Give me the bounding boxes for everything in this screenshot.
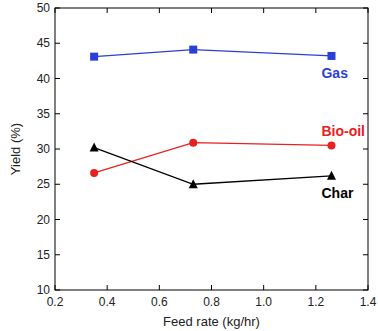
x-tick-label: 0.8: [203, 295, 220, 309]
x-tick-top: [55, 8, 56, 13]
series-label: Char: [321, 185, 353, 201]
x-tick: [159, 285, 160, 290]
y-tick: [55, 8, 60, 9]
y-tick-right: [363, 43, 368, 44]
y-tick-right: [363, 113, 368, 114]
x-tick-top: [263, 8, 264, 13]
marker: [189, 46, 197, 54]
y-tick-label: 40: [37, 72, 51, 86]
y-axis-label: Yield (%): [8, 123, 23, 175]
y-tick: [55, 113, 60, 114]
x-tick-top: [368, 8, 369, 13]
x-tick-label: 1.2: [307, 295, 324, 309]
marker: [90, 169, 98, 177]
series-label: Gas: [321, 65, 348, 81]
series-line: [94, 148, 331, 185]
y-tick: [55, 43, 60, 44]
y-tick: [55, 149, 60, 150]
y-tick: [55, 219, 60, 220]
y-tick: [55, 290, 60, 291]
x-axis-label: Feed rate (kg/hr): [163, 314, 260, 329]
plot-area: [90, 46, 336, 189]
series-label: Bio-oil: [321, 123, 365, 139]
x-tick: [211, 285, 212, 290]
x-tick-top: [159, 8, 160, 13]
y-tick: [55, 254, 60, 255]
marker: [189, 179, 198, 188]
y-tick-label: 20: [37, 213, 51, 227]
y-tick-right: [363, 184, 368, 185]
x-tick-top: [211, 8, 212, 13]
x-tick-top: [107, 8, 108, 13]
x-tick-label: 0.4: [99, 295, 116, 309]
x-tick-label: 0.6: [151, 295, 168, 309]
series-line: [94, 143, 331, 173]
x-tick-label: 1.0: [255, 295, 272, 309]
x-tick: [315, 285, 316, 290]
y-tick-label: 50: [37, 1, 51, 15]
y-tick: [55, 184, 60, 185]
marker: [90, 53, 98, 61]
series-line: [94, 50, 331, 57]
y-tick-label: 25: [37, 177, 51, 191]
x-tick-label: 0.2: [47, 295, 64, 309]
x-tick-label: 1.4: [360, 295, 377, 309]
y-tick-label: 45: [37, 36, 51, 50]
chart: 0.2 0.4 0.6 0.8 1.0 1.2 1.4 10 15 20 25 30 35 40 45 50 F…: [0, 0, 378, 331]
x-tick-top: [315, 8, 316, 13]
x-tick: [263, 285, 264, 290]
marker: [327, 141, 335, 149]
y-tick: [55, 78, 60, 79]
plot-frame: [55, 8, 368, 290]
x-tick: [107, 285, 108, 290]
y-tick-right: [363, 254, 368, 255]
y-tick-label: 10: [37, 283, 51, 297]
y-tick-label: 15: [37, 248, 51, 262]
marker: [327, 52, 335, 60]
y-tick-label: 35: [37, 107, 51, 121]
marker: [189, 139, 197, 147]
y-tick-right: [363, 8, 368, 9]
y-tick-right: [363, 290, 368, 291]
marker: [327, 171, 336, 180]
y-tick-right: [363, 219, 368, 220]
x-tick: [55, 285, 56, 290]
y-tick-right: [363, 149, 368, 150]
y-tick-label: 30: [37, 142, 51, 156]
marker: [90, 143, 99, 152]
x-tick: [368, 285, 369, 290]
y-tick-right: [363, 78, 368, 79]
